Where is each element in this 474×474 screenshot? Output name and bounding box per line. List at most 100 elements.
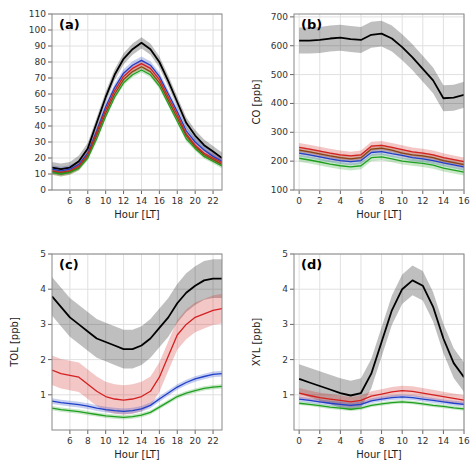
tick <box>464 190 465 194</box>
tick <box>290 103 294 104</box>
x-tick-label: 10 <box>396 436 408 446</box>
x-tick-label: 14 <box>438 196 450 206</box>
band <box>52 294 222 415</box>
line <box>299 391 464 402</box>
y-tick-label: 10 <box>35 169 47 179</box>
plot-frame <box>294 254 464 430</box>
tick <box>48 142 52 143</box>
tick <box>48 94 52 95</box>
tick <box>290 132 294 133</box>
grid-line <box>195 14 196 190</box>
tick <box>48 324 52 325</box>
grid-line <box>52 78 222 79</box>
y-tick-label: 100 <box>271 185 288 195</box>
band <box>299 266 464 411</box>
x-tick-label: 12 <box>417 196 428 206</box>
panel: 6810121416182022010203040506070809010011… <box>29 9 222 220</box>
y-tick-label: 100 <box>29 25 46 35</box>
tick <box>290 45 294 46</box>
x-tick-label: 4 <box>337 196 343 206</box>
grid-line <box>123 14 124 190</box>
tick <box>422 430 423 434</box>
tick <box>48 62 52 63</box>
x-tick-label: 22 <box>207 436 218 446</box>
y-tick-label: 5 <box>282 249 288 259</box>
line <box>299 157 464 172</box>
tick <box>105 190 106 194</box>
y-tick-label: 500 <box>271 70 288 80</box>
tick <box>290 324 294 325</box>
tick <box>213 430 214 434</box>
tick <box>48 46 52 47</box>
grid-line <box>87 14 88 190</box>
tick <box>48 158 52 159</box>
panel: 024681012141612345(d)Hour [LT]XYL [ppb] <box>251 249 470 460</box>
grid-line <box>52 174 222 175</box>
grid-line <box>159 14 160 190</box>
y-tick-label: 60 <box>35 89 47 99</box>
y-tick-label: 3 <box>40 319 46 329</box>
x-tick-label: 2 <box>317 436 323 446</box>
grid-line <box>294 74 464 75</box>
y-tick-label: 600 <box>271 41 288 51</box>
plot-frame <box>52 14 222 190</box>
y-tick-label: 200 <box>271 156 288 166</box>
x-tick-label: 12 <box>417 436 428 446</box>
plot-background <box>52 14 222 190</box>
tick <box>381 430 382 434</box>
y-axis-label: XYL [ppb] <box>251 318 262 367</box>
x-tick-label: 18 <box>172 436 184 446</box>
x-axis-label: Hour [LT] <box>356 209 401 220</box>
band <box>52 37 222 175</box>
tick <box>381 190 382 194</box>
tick <box>48 289 52 290</box>
plot-frame <box>294 14 464 190</box>
grid-line <box>294 103 464 104</box>
tick <box>48 174 52 175</box>
tick <box>443 430 444 434</box>
tick <box>340 190 341 194</box>
y-tick-label: 110 <box>29 9 46 19</box>
grid-line <box>52 94 222 95</box>
x-axis-label: Hour [LT] <box>114 449 159 460</box>
tick <box>87 190 88 194</box>
plot-background <box>52 254 222 430</box>
tick <box>402 430 403 434</box>
line <box>52 67 222 173</box>
tick <box>195 190 196 194</box>
tick <box>443 190 444 194</box>
y-axis-label: TOL [ppb] <box>9 317 20 368</box>
line <box>52 309 222 401</box>
line <box>299 402 464 409</box>
tick <box>177 190 178 194</box>
y-tick-label: 2 <box>282 355 288 365</box>
plot-area <box>52 37 222 176</box>
band <box>52 60 222 177</box>
x-tick-label: 22 <box>207 196 218 206</box>
tick <box>360 430 361 434</box>
tick <box>159 430 160 434</box>
x-tick-label: 6 <box>358 436 364 446</box>
plot-area <box>299 21 464 176</box>
tick <box>299 190 300 194</box>
tick <box>299 430 300 434</box>
x-tick-label: 8 <box>85 436 91 446</box>
line <box>52 386 222 417</box>
x-tick-label: 10 <box>100 196 112 206</box>
plot-background <box>294 14 464 190</box>
y-tick-label: 700 <box>271 12 288 22</box>
x-tick-label: 10 <box>396 196 408 206</box>
line <box>52 60 222 170</box>
x-tick-label: 8 <box>85 196 91 206</box>
tick <box>464 430 465 434</box>
x-tick-label: 16 <box>154 196 166 206</box>
x-axis-label: Hour [LT] <box>356 449 401 460</box>
x-tick-label: 0 <box>296 196 302 206</box>
plot-area <box>52 259 222 419</box>
tick <box>48 14 52 15</box>
tick <box>402 190 403 194</box>
y-axis-label: CO [ppb] <box>251 79 262 124</box>
tick <box>319 430 320 434</box>
x-tick-label: 18 <box>172 196 184 206</box>
x-axis-label: Hour [LT] <box>114 209 159 220</box>
